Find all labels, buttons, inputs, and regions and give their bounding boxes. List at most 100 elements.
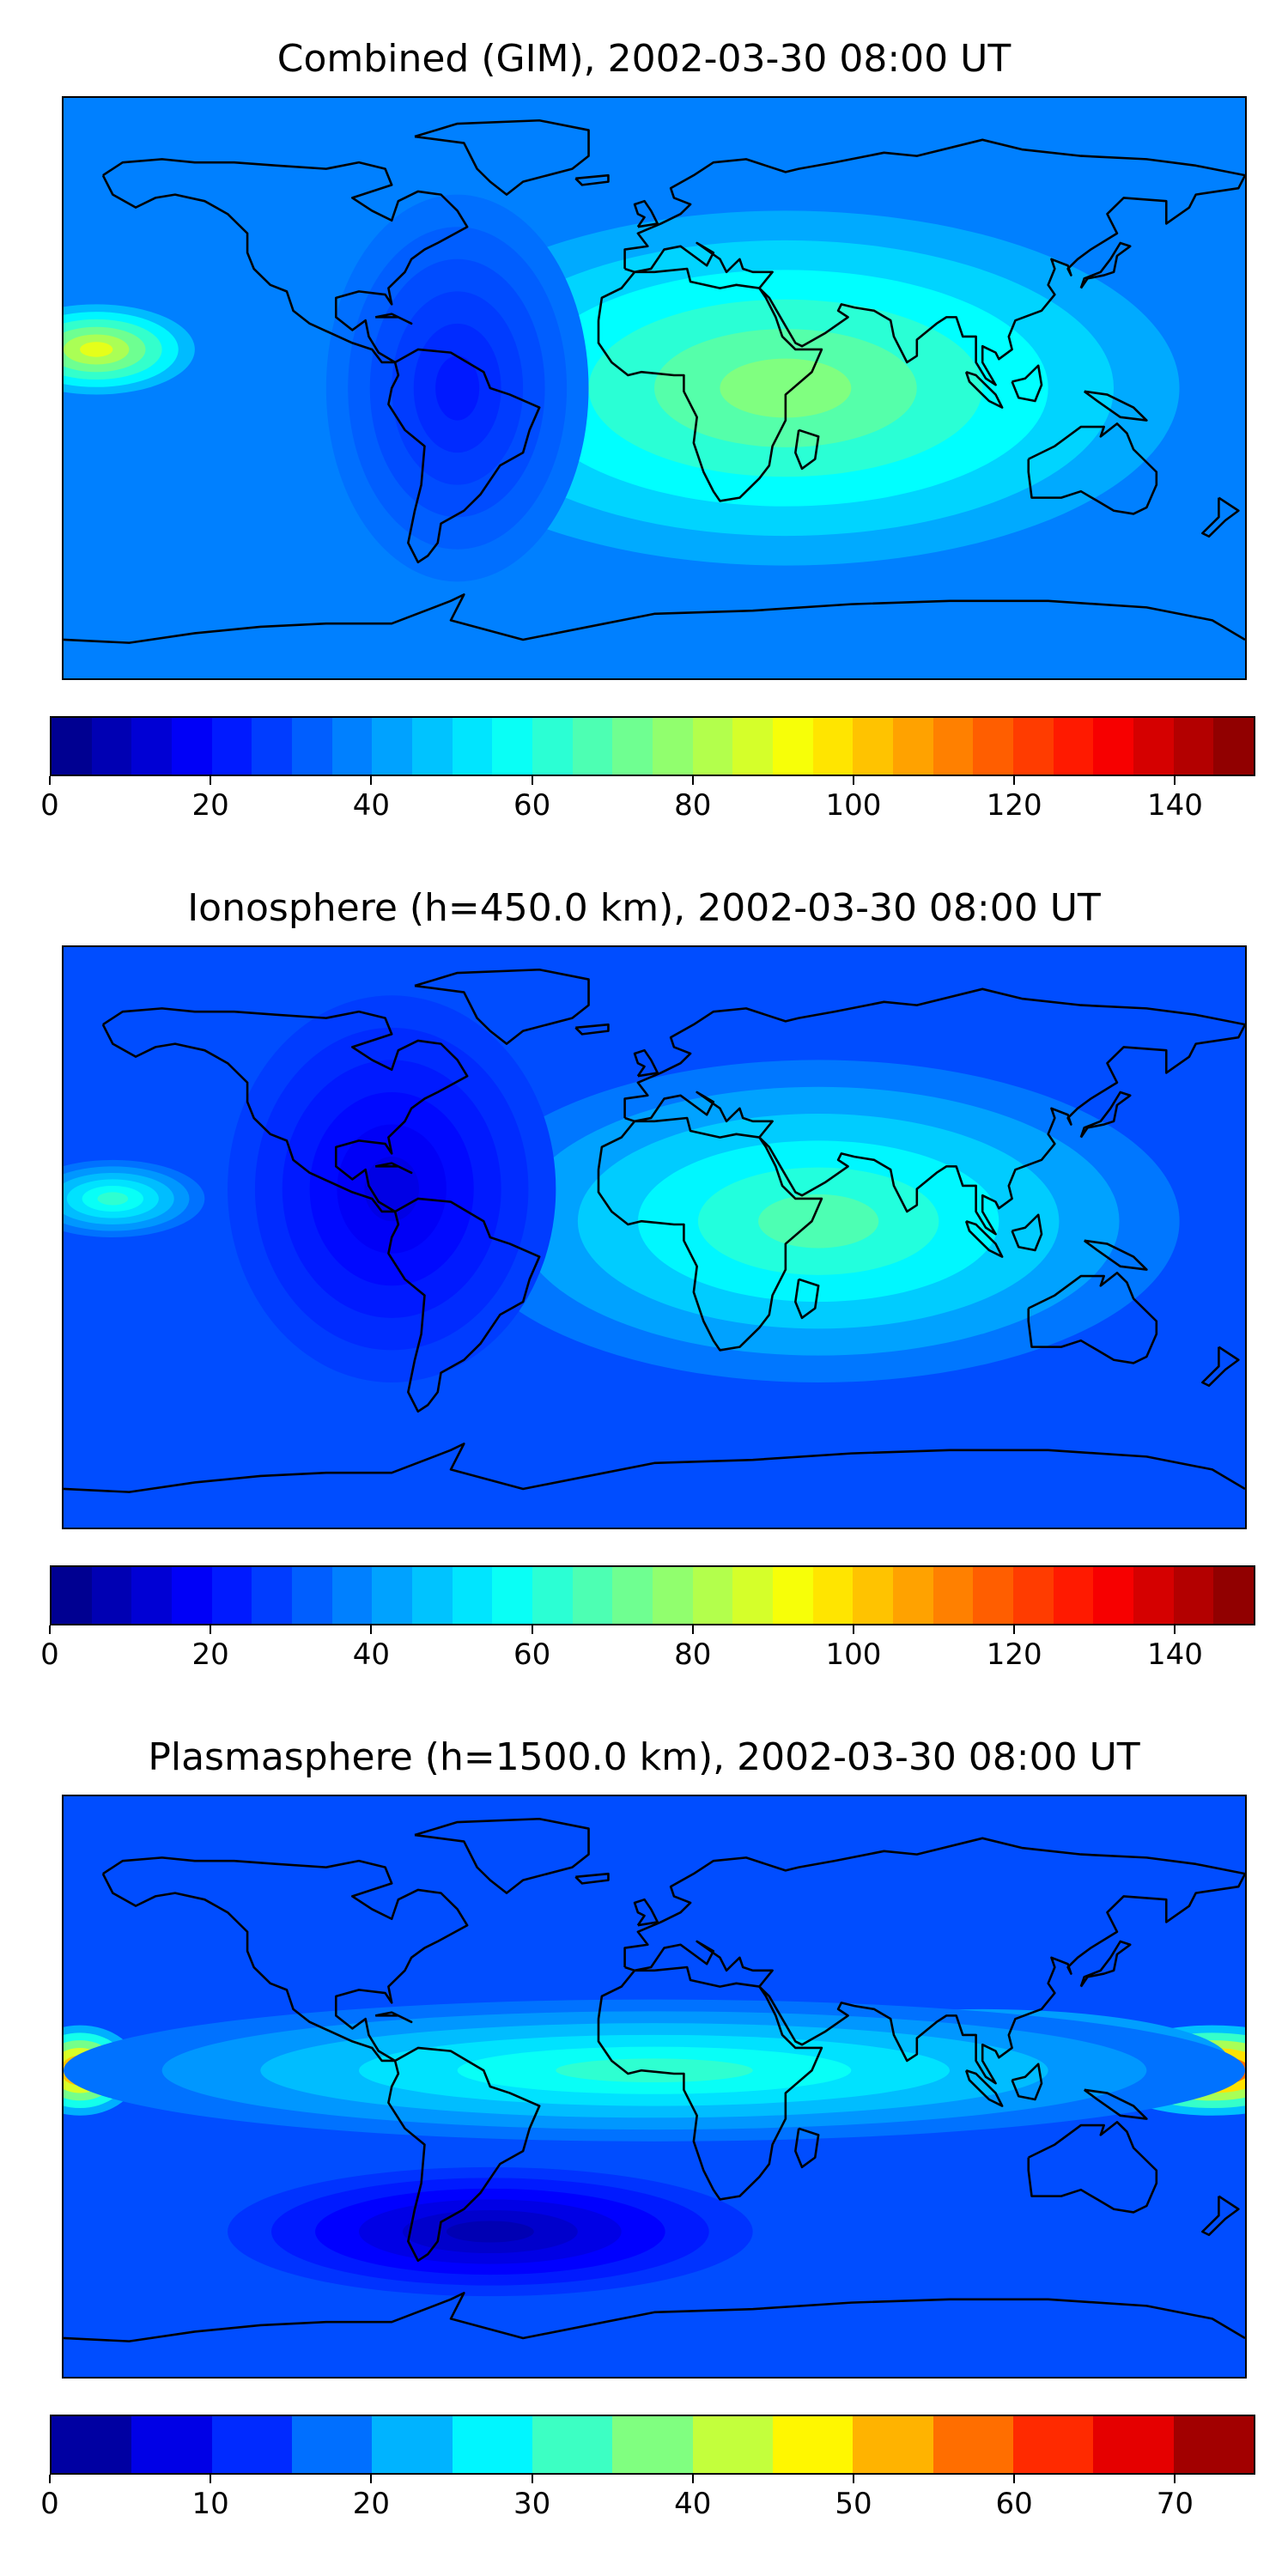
colorbar-tick-label: 60 [513, 788, 551, 823]
colorbar-segment [452, 1567, 493, 1624]
colorbar-tick-mark [1013, 776, 1016, 785]
colorbar-tick-label: 80 [674, 1637, 712, 1672]
colorbar-segment [1012, 2416, 1094, 2473]
colorbar-segment [372, 1567, 413, 1624]
coastline-path [1083, 390, 1148, 422]
colorbar-segment [732, 718, 774, 775]
coastline-path [414, 968, 590, 1045]
coastline-path [1027, 1272, 1158, 1364]
colorbar [50, 716, 1255, 776]
tec-map [62, 1795, 1247, 2379]
colorbar-segment [452, 2416, 532, 2473]
coastline-path [414, 1817, 590, 1894]
colorbar-segment [532, 1567, 573, 1624]
colorbar-tick-mark [691, 776, 694, 785]
coastline-path [623, 138, 1245, 386]
tec-field [64, 98, 1245, 678]
colorbar-segment [1013, 1567, 1054, 1624]
coastline-path [574, 173, 610, 186]
coastline-path [1079, 1940, 1132, 1988]
colorbar-tick-label: 80 [674, 788, 712, 823]
coastline-path [964, 370, 1004, 409]
colorbar-segment [1093, 2416, 1174, 2473]
colorbar-segment [692, 2416, 773, 2473]
colorbar-tick-label: 140 [1146, 788, 1203, 823]
colorbar-segment [812, 1567, 854, 1624]
coastline-path [387, 1197, 541, 1413]
colorbar-tick-mark [49, 776, 51, 785]
colorbar-segment [331, 1567, 373, 1624]
coastline [64, 118, 1245, 644]
colorbar [50, 1565, 1255, 1625]
colorbar-segment [292, 1567, 332, 1624]
colorbar-segment [412, 1567, 453, 1624]
colorbar-tick-mark [1013, 2475, 1016, 2483]
colorbar-segment [773, 1567, 813, 1624]
colorbar-segment [732, 1567, 774, 1624]
coastline-path [1027, 2121, 1158, 2214]
colorbar-segment [572, 718, 613, 775]
colorbar-segment [772, 2416, 854, 2473]
colorbar-tick-label: 100 [825, 788, 882, 823]
colorbar-segment [1133, 718, 1174, 775]
colorbar [50, 2415, 1255, 2475]
tec-field [64, 947, 1245, 1528]
colorbar-tick-label: 120 [986, 1637, 1042, 1672]
colorbar-segment [893, 718, 933, 775]
colorbar-segment [291, 2416, 373, 2473]
contour-band [720, 358, 852, 418]
colorbar-segment [773, 718, 813, 775]
colorbar-ticks: 0 20 40 60 80 100 120 140 [40, 776, 1255, 828]
colorbar-tick-label: 0 [40, 1637, 59, 1672]
coastline-path [597, 1965, 823, 2201]
colorbar-segment [211, 1567, 252, 1624]
coastline-path [623, 1837, 1245, 2085]
colorbar-tick-label: 20 [352, 2487, 391, 2521]
coastline-path [101, 158, 469, 364]
coastline-path [623, 987, 1245, 1236]
colorbar-tick-mark [370, 776, 373, 785]
colorbar-segment [612, 718, 653, 775]
colorbar-segment [91, 718, 132, 775]
colorbar-tick-label: 0 [40, 2487, 59, 2521]
colorbar-segment [653, 718, 693, 775]
panel-title: Combined (GIM), 2002-03-30 08:00 UT [276, 37, 1012, 81]
colorbar-tick-label: 120 [986, 788, 1042, 823]
coastline-path [633, 1898, 659, 1927]
colorbar-tick-mark [210, 1625, 212, 1634]
colorbar-segment [933, 1567, 974, 1624]
colorbar-tick-mark [531, 776, 533, 785]
tec-field [64, 1796, 1245, 2377]
coastline-path [1011, 1213, 1043, 1252]
colorbar-segment [412, 718, 453, 775]
colorbar-tick-mark [370, 1625, 373, 1634]
colorbar-tick-mark [853, 2475, 854, 2483]
coastline [64, 968, 1245, 1493]
colorbar-tick-label: 60 [995, 2487, 1033, 2521]
coastline-path [597, 267, 823, 502]
colorbar-segment [52, 2416, 132, 2473]
contour-band [97, 1192, 129, 1206]
colorbar-tick-label: 50 [835, 2487, 872, 2521]
colorbar-segment [612, 2416, 693, 2473]
colorbar-segment [973, 718, 1014, 775]
colorbar-segment [653, 1567, 693, 1624]
colorbar-tick-label: 40 [674, 2487, 712, 2521]
colorbar-segment [492, 718, 533, 775]
colorbar-segment [1173, 2416, 1254, 2473]
contour-band [435, 355, 480, 421]
coastline-path [794, 1278, 820, 1320]
colorbar-segment [1213, 718, 1255, 775]
colorbar-tick-mark [853, 1625, 854, 1634]
coastline-path [374, 1162, 413, 1175]
coastline-path [64, 2292, 1245, 2342]
coastline-path [101, 1856, 469, 2063]
colorbar-segment [532, 718, 573, 775]
coastline-path [1027, 422, 1158, 515]
colorbar-segment [1133, 1567, 1174, 1624]
coastline-path [387, 2046, 541, 2263]
colorbar-tick-mark [691, 2475, 694, 2483]
colorbar-tick-mark [531, 1625, 533, 1634]
panel-title: Ionosphere (h=450.0 km), 2002-03-30 08:0… [187, 886, 1101, 930]
colorbar-segment [372, 2416, 453, 2473]
